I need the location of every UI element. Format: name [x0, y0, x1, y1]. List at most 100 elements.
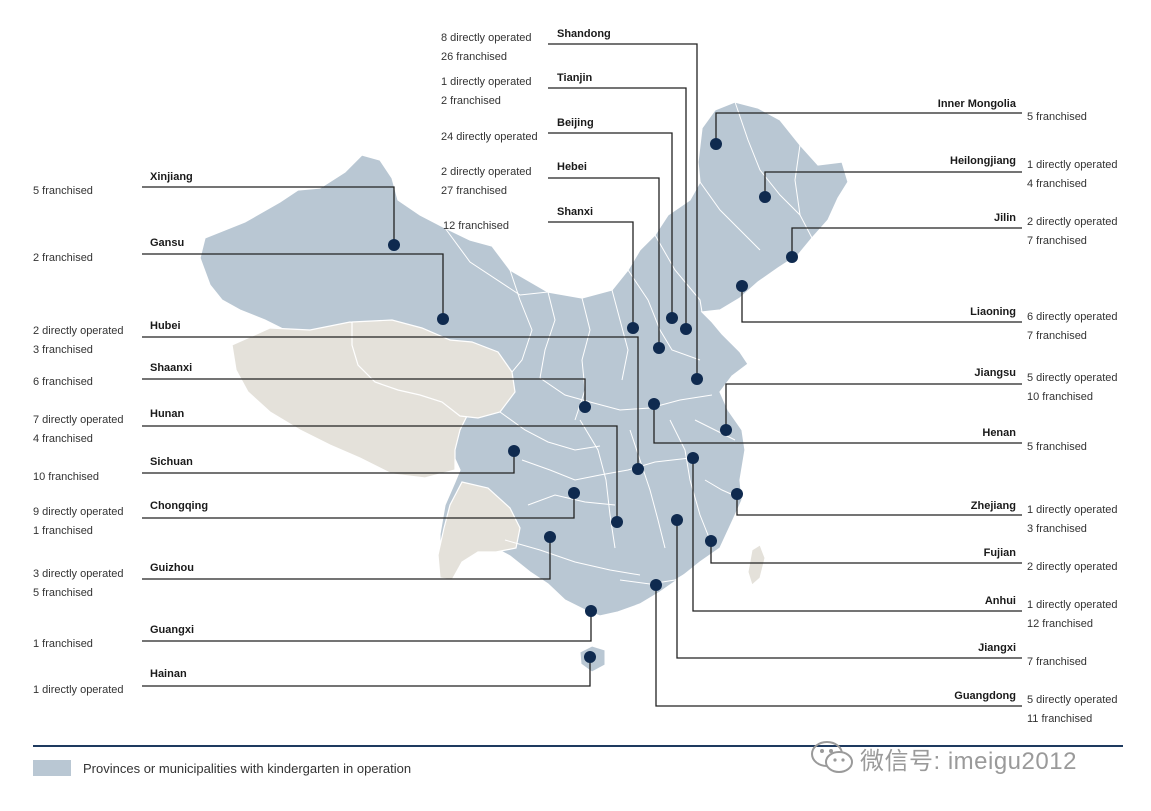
wechat-icon — [811, 741, 853, 773]
guangxi-detail-1: 1 franchised — [33, 638, 93, 650]
tianjin-detail-1: 1 directly operated — [441, 76, 532, 88]
beijing-detail-1: 24 directly operated — [441, 131, 538, 143]
hainan-leader-line — [142, 657, 591, 687]
shanxi-name-label: Shanxi — [557, 206, 593, 218]
jiangsu-leader-line — [725, 383, 1022, 430]
inner-mongolia-detail-1: 5 franchised — [1027, 111, 1087, 123]
hubei-detail-2: 3 franchised — [33, 344, 93, 356]
shaanxi-detail-1: 6 franchised — [33, 376, 93, 388]
guizhou-leader-line — [142, 537, 551, 580]
jiangxi-leader-line — [676, 520, 1022, 659]
jiangxi-name-label: Jiangxi — [978, 642, 1016, 654]
guangdong-location-dot — [650, 579, 662, 591]
sichuan-location-dot — [508, 445, 520, 457]
hunan-name-label: Hunan — [150, 408, 185, 420]
jiangxi-detail-1: 7 franchised — [1027, 656, 1087, 668]
shanxi-leader-line — [548, 221, 634, 328]
shanxi-location-dot — [627, 322, 639, 334]
chongqing-detail-2: 1 franchised — [33, 525, 93, 537]
hebei-name-label: Hebei — [557, 161, 587, 173]
heilongjiang-location-dot — [759, 191, 771, 203]
jilin-location-dot — [786, 251, 798, 263]
tianjin-name-label: Tianjin — [557, 72, 593, 84]
heilongjiang-detail-1: 1 directly operated — [1027, 159, 1118, 171]
sichuan-leader-line — [142, 451, 515, 474]
hubei-name-label: Hubei — [150, 320, 181, 332]
henan-name-label: Henan — [982, 427, 1016, 439]
hainan-name-label: Hainan — [150, 668, 187, 680]
guizhou-detail-1: 3 directly operated — [33, 568, 124, 580]
heilongjiang-leader-line — [764, 171, 1022, 197]
legend-label: Provinces or municipalities with kinderg… — [83, 761, 412, 776]
watermark: 微信号: imeigu2012 — [810, 740, 1077, 776]
zhejiang-detail-2: 3 franchised — [1027, 523, 1087, 535]
guangdong-detail-1: 5 directly operated — [1027, 694, 1118, 706]
liaoning-detail-1: 6 directly operated — [1027, 311, 1118, 323]
zhejiang-location-dot — [731, 488, 743, 500]
province-borders — [444, 101, 813, 585]
chongqing-detail-1: 9 directly operated — [33, 506, 124, 518]
guangxi-name-label: Guangxi — [150, 624, 194, 636]
jilin-detail-2: 7 franchised — [1027, 235, 1087, 247]
gansu-leader-line — [142, 253, 444, 319]
guangxi-leader-line — [142, 611, 592, 642]
fujian-location-dot — [705, 535, 717, 547]
anhui-location-dot — [687, 452, 699, 464]
guangdong-name-label: Guangdong — [954, 690, 1016, 702]
hunan-detail-2: 4 franchised — [33, 433, 93, 445]
shaanxi-leader-line — [142, 378, 586, 407]
hunan-detail-1: 7 directly operated — [33, 414, 124, 426]
chongqing-location-dot — [568, 487, 580, 499]
jiangsu-location-dot — [720, 424, 732, 436]
hainan-detail-1: 1 directly operated — [33, 684, 124, 696]
zhejiang-name-label: Zhejiang — [971, 500, 1016, 512]
anhui-name-label: Anhui — [985, 595, 1016, 607]
gansu-detail-1: 2 franchised — [33, 252, 93, 264]
zhejiang-leader-line — [736, 494, 1022, 516]
hebei-detail-1: 2 directly operated — [441, 166, 532, 178]
labels: Shandong 8 directly operated 26 franchised… — [33, 28, 1118, 725]
anhui-detail-1: 1 directly operated — [1027, 599, 1118, 611]
sichuan-detail-1: 10 franchised — [33, 471, 99, 483]
zhejiang-detail-1: 1 directly operated — [1027, 504, 1118, 516]
hubei-location-dot — [632, 463, 644, 475]
gansu-name-label: Gansu — [150, 237, 184, 249]
jiangsu-detail-2: 10 franchised — [1027, 391, 1093, 403]
watermark-text: 微信号: imeigu2012 — [860, 747, 1077, 775]
xinjiang-leader-line — [142, 186, 395, 245]
anhui-leader-line — [692, 458, 1022, 612]
legend-swatch — [33, 760, 71, 776]
liaoning-detail-2: 7 franchised — [1027, 330, 1087, 342]
hunan-leader-line — [142, 425, 618, 522]
hebei-detail-2: 27 franchised — [441, 185, 507, 197]
henan-detail-1: 5 franchised — [1027, 441, 1087, 453]
gansu-location-dot — [437, 313, 449, 325]
shandong-detail-2: 26 franchised — [441, 51, 507, 63]
guizhou-name-label: Guizhou — [150, 562, 194, 574]
henan-location-dot — [648, 398, 660, 410]
liaoning-leader-line — [741, 286, 1022, 323]
jilin-leader-line — [791, 227, 1022, 257]
heilongjiang-detail-2: 4 franchised — [1027, 178, 1087, 190]
fujian-detail-1: 2 directly operated — [1027, 561, 1118, 573]
taiwan-island — [747, 544, 766, 586]
guangdong-detail-2: 11 franchised — [1027, 713, 1092, 725]
beijing-leader-line — [548, 132, 673, 318]
tianjin-detail-2: 2 franchised — [441, 95, 501, 107]
jiangsu-detail-1: 5 directly operated — [1027, 372, 1118, 384]
chongqing-name-label: Chongqing — [150, 500, 208, 512]
sichuan-name-label: Sichuan — [150, 456, 193, 468]
xinjiang-location-dot — [388, 239, 400, 251]
inner-mongolia-leader-line — [715, 112, 1022, 144]
jiangxi-location-dot — [671, 514, 683, 526]
yunnan-region — [437, 481, 521, 581]
inner-mongolia-name-label: Inner Mongolia — [938, 98, 1017, 110]
liaoning-location-dot — [736, 280, 748, 292]
jilin-detail-1: 2 directly operated — [1027, 216, 1118, 228]
shandong-leader-line — [548, 43, 698, 379]
guangxi-location-dot — [585, 605, 597, 617]
tianjin-leader-line — [548, 87, 687, 329]
chongqing-leader-line — [142, 493, 575, 519]
